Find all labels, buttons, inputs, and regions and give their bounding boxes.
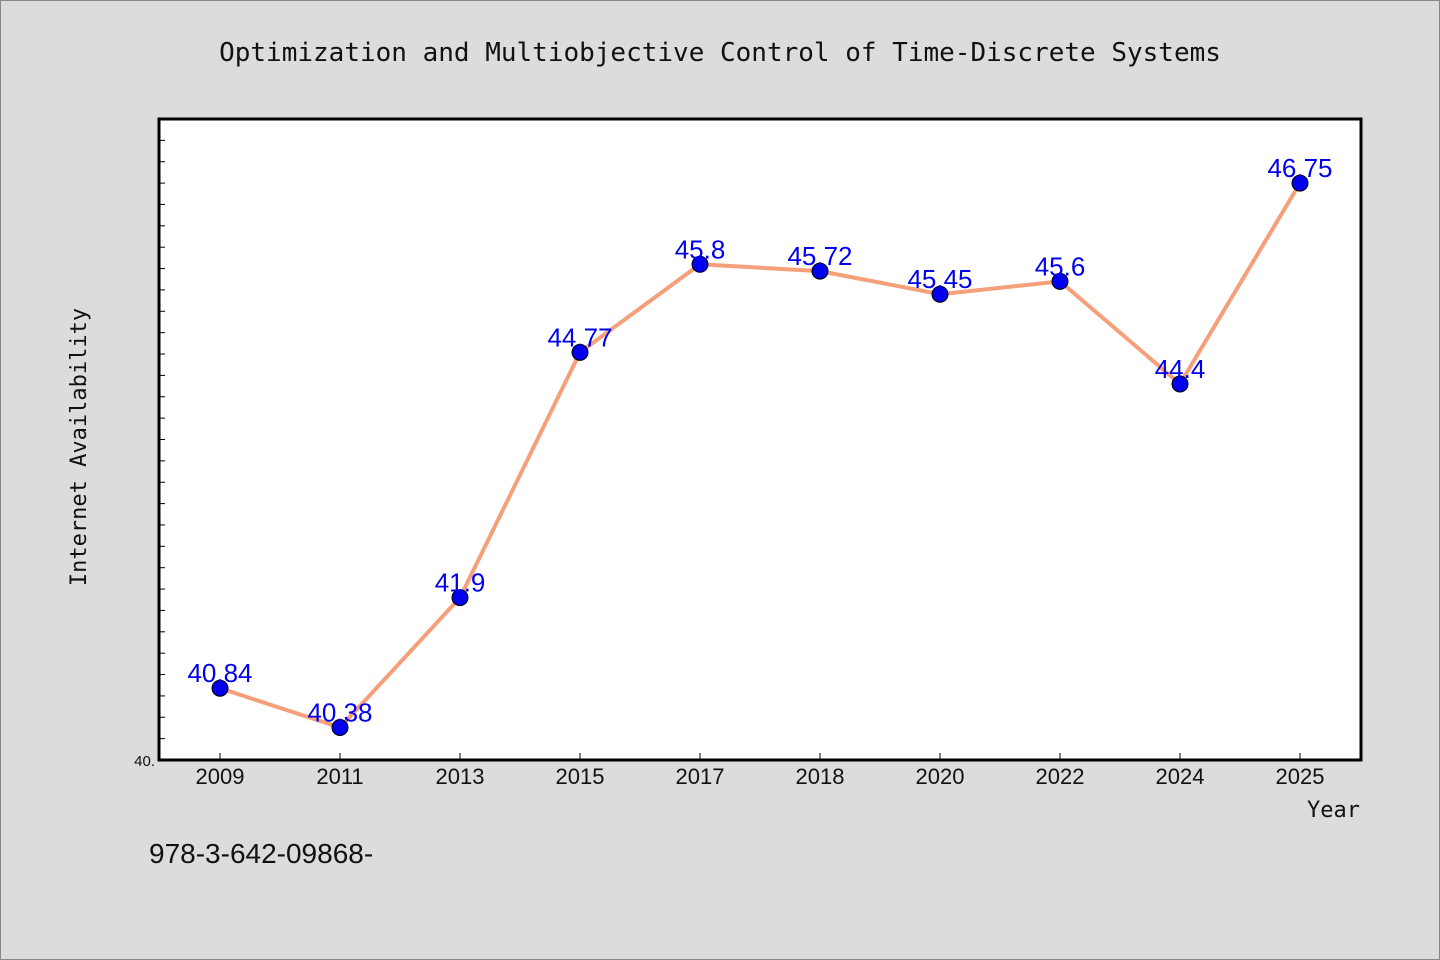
data-label: 40.38 bbox=[307, 698, 372, 728]
y-axis-label: Internet Availability bbox=[67, 308, 92, 586]
data-label: 45.8 bbox=[675, 234, 726, 264]
data-label: 44.4 bbox=[1155, 354, 1206, 384]
x-tick-label: 2024 bbox=[1156, 764, 1205, 789]
chart-title: Optimization and Multiobjective Control … bbox=[219, 38, 1221, 68]
y-tick-label: 40. bbox=[134, 753, 155, 770]
x-tick-label: 2022 bbox=[1036, 764, 1085, 789]
plot-area bbox=[157, 117, 1363, 762]
x-tick-label: 2009 bbox=[196, 764, 245, 789]
footer-text: 978-3-642-09868- bbox=[149, 838, 373, 869]
x-axis-label: Year bbox=[1307, 798, 1360, 823]
data-point bbox=[1291, 174, 1309, 192]
x-axis-ticks: 2009 2011 2013 2015 2017 2018 2020 2022 2024 2025 bbox=[196, 753, 1325, 789]
data-labels: 40.84 40.38 41.9 44.77 45.8 45.72 45.45 45.6 44.… bbox=[187, 153, 1332, 727]
data-label: 46.75 bbox=[1267, 153, 1332, 183]
data-label: 45.45 bbox=[907, 264, 972, 294]
data-label: 44.77 bbox=[547, 322, 612, 352]
x-tick-label: 2011 bbox=[316, 764, 363, 789]
x-tick-label: 2015 bbox=[556, 764, 605, 789]
data-label: 40.84 bbox=[187, 658, 252, 688]
series-line bbox=[219, 182, 1302, 730]
data-point bbox=[811, 262, 829, 280]
data-markers bbox=[211, 174, 1309, 737]
data-point bbox=[451, 589, 469, 607]
data-point bbox=[691, 255, 709, 273]
x-tick-label: 2017 bbox=[676, 764, 725, 789]
data-point bbox=[331, 719, 349, 737]
data-point bbox=[931, 285, 949, 303]
data-label: 45.72 bbox=[787, 241, 852, 271]
data-label: 45.6 bbox=[1035, 251, 1086, 281]
data-point bbox=[1171, 375, 1189, 393]
data-point bbox=[571, 343, 589, 361]
x-tick-label: 2025 bbox=[1276, 764, 1325, 789]
x-tick-label: 2020 bbox=[916, 764, 965, 789]
data-point bbox=[211, 679, 229, 697]
data-point bbox=[1051, 272, 1069, 290]
x-tick-label: 2013 bbox=[436, 764, 485, 789]
data-label: 41.9 bbox=[435, 568, 486, 598]
x-tick-label: 2018 bbox=[796, 764, 845, 789]
y-axis-ticks: 40. bbox=[134, 118, 165, 770]
